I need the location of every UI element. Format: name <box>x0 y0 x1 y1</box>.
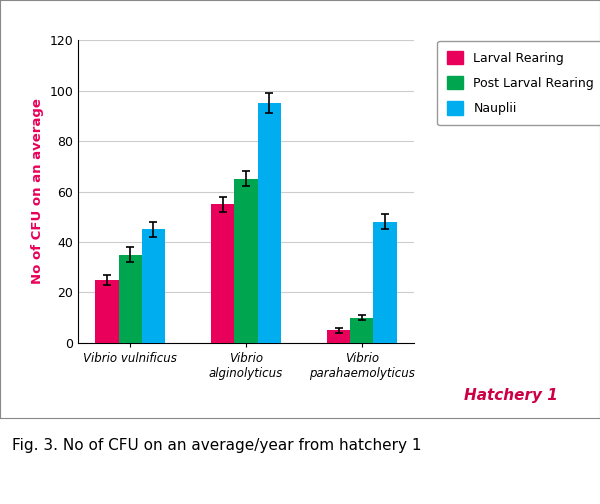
Bar <box>350 318 373 343</box>
Bar <box>95 280 119 343</box>
Bar <box>257 103 281 343</box>
Text: Fig. 3. No of CFU on an average/year from hatchery 1: Fig. 3. No of CFU on an average/year fro… <box>12 438 421 454</box>
Bar <box>373 222 397 343</box>
Y-axis label: No of CFU on an average: No of CFU on an average <box>31 99 44 284</box>
Text: Hatchery 1: Hatchery 1 <box>464 388 558 403</box>
Bar <box>119 255 142 343</box>
Legend: Larval Rearing, Post Larval Rearing, Nauplii: Larval Rearing, Post Larval Rearing, Nau… <box>437 40 600 125</box>
Bar <box>211 204 235 343</box>
Bar <box>327 330 350 343</box>
Bar <box>235 179 257 343</box>
Bar <box>142 229 165 343</box>
